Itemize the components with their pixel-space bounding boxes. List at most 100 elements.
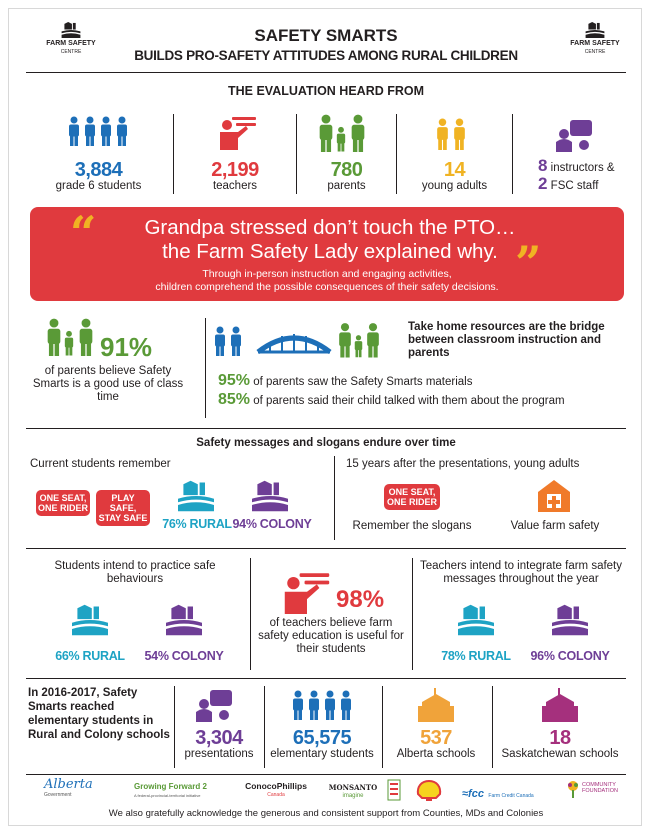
staff-line: 2 FSC staff [538, 176, 630, 194]
label: elementary students [266, 748, 378, 761]
sponsor-name: Growing Forward 2 [134, 782, 230, 791]
divider [396, 114, 397, 194]
divider [264, 686, 265, 768]
fact: 95% of parents saw the Safety Smarts mat… [218, 372, 628, 391]
students-icon [68, 116, 128, 146]
bridge-icon [256, 330, 332, 354]
sponsor-name: MONSANTO [322, 784, 384, 792]
body-line: Through in-person instruction and engagi… [40, 268, 614, 281]
teacher-icon [218, 116, 258, 150]
parents-icon [318, 114, 370, 152]
stat: 78% RURAL [436, 649, 516, 663]
young-adults-icon [436, 118, 468, 150]
quote-line: Grandpa stressed don’t touch the PTO… [80, 216, 580, 240]
label: Alberta schools [384, 748, 488, 761]
staff-line: 8 instructors & [538, 158, 630, 176]
label: grade 6 students [26, 180, 171, 193]
divider [26, 428, 626, 429]
number: 780 [298, 160, 395, 180]
farm-icon [166, 604, 202, 636]
shell-logo [416, 780, 442, 802]
stat: 96% COLONY [528, 649, 612, 663]
farm-icon [72, 604, 108, 636]
number: 3,304 [176, 728, 262, 748]
caption: Remember the slogans [340, 520, 484, 533]
label: instructors & [551, 162, 615, 174]
stat: 76% RURAL [158, 517, 236, 531]
parents-icon [46, 318, 96, 356]
school-icon [418, 688, 454, 722]
stat: 98% [336, 586, 384, 614]
logo-icon [584, 22, 606, 38]
logo-text: CENTRE [43, 48, 99, 56]
school-icon [542, 688, 578, 722]
logo: FARM SAFETYCENTRE [567, 40, 623, 56]
number: 8 [538, 156, 547, 175]
farm-icon [178, 480, 214, 512]
quote-line: the Farm Safety Lady explained why. [80, 240, 580, 264]
divider [174, 686, 175, 768]
logo-icon [60, 22, 82, 38]
number: 2 [538, 174, 547, 193]
number: 3,884 [26, 160, 171, 180]
staff-stat: 8 instructors & 2 FSC staff [538, 158, 630, 194]
logo-text: FARM SAFETY [567, 40, 623, 48]
divider [296, 114, 297, 194]
stat: 91% [100, 332, 152, 363]
sponsor-name: Alberta [44, 780, 114, 790]
heading: Students intend to practice safe behavio… [30, 560, 240, 586]
divider [492, 686, 493, 768]
body-line: children comprehend the possible consequ… [40, 281, 614, 294]
sponsor-sub: Canada [236, 791, 316, 800]
students-icon [292, 690, 352, 720]
stat: 94% COLONY [232, 517, 312, 531]
divider [26, 678, 626, 679]
label: FSC staff [551, 180, 599, 192]
divider [205, 318, 206, 418]
divider [26, 72, 626, 73]
presentation-icon [196, 690, 232, 722]
divider [250, 558, 251, 670]
number: 65,575 [266, 728, 378, 748]
divider [334, 456, 335, 540]
heading: Take home resources are the bridge betwe… [408, 321, 628, 360]
caption: of parents believe Safety Smarts is a go… [28, 365, 188, 404]
sponsor-name: Farm Credit Canada [488, 793, 533, 799]
heading: Current students remember [30, 458, 320, 471]
staff-icon [556, 120, 592, 152]
farm-icon [458, 604, 494, 636]
divider [173, 114, 174, 194]
stat: 54% COLONY [142, 649, 226, 663]
slogan-badge: PLAY SAFE, STAY SAFE [96, 490, 150, 526]
subtitle: BUILDS PRO-SAFETY ATTITUDES AMONG RURAL … [100, 48, 552, 63]
sponsor-name: ConocoPhillips [236, 782, 316, 791]
divider [382, 686, 383, 768]
number: 2,199 [175, 160, 295, 180]
quote-body: Through in-person instruction and engagi… [40, 268, 614, 294]
number: 18 [494, 728, 626, 748]
sponsor-sub: imagine [322, 792, 384, 800]
section-title: Safety messages and slogans endure over … [26, 437, 626, 449]
label: Saskatchewan schools [494, 748, 626, 761]
divider [26, 548, 626, 549]
stat: 66% RURAL [50, 649, 130, 663]
heading: Teachers intend to integrate farm safety… [416, 560, 626, 586]
label: presentations [176, 748, 262, 761]
heading: 15 years after the presentations, young … [346, 458, 626, 471]
sponsor: AlbertaGovernment [44, 780, 114, 800]
page: {"header":{"logo":["FARM SAFETY","CENTRE… [0, 0, 652, 836]
parents-icon [338, 322, 382, 358]
sponsor-name: COMMUNITY FOUNDATION [582, 782, 624, 794]
section-title: THE EVALUATION HEARD FROM [26, 84, 626, 98]
footer: We also gratefully acknowledge the gener… [26, 808, 626, 819]
divider [512, 114, 513, 194]
sponsor: ≈fcc Farm Credit Canada [462, 784, 558, 802]
slogan-badge: ONE SEAT, ONE RIDER [36, 490, 90, 516]
teacher-icon [282, 572, 332, 614]
farm-icon [252, 480, 288, 512]
caption: of teachers believe farm safety educatio… [256, 617, 406, 656]
quote: Grandpa stressed don’t touch the PTO…the… [80, 216, 580, 264]
